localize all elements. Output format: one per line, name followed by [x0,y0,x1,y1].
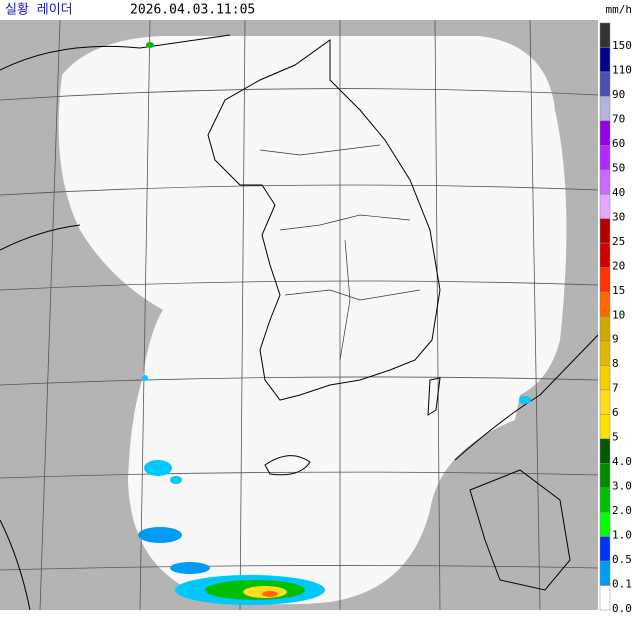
legend-swatch [599,169,611,195]
title: 실황 레이더 [5,3,73,18]
legend-label: 2.0 [612,504,632,517]
legend-label: 5 [612,431,619,444]
rain-area [170,562,210,574]
legend-label: 9 [612,333,619,346]
rain-echoes [138,42,531,605]
legend-swatch [599,487,611,513]
radar-coverage [58,36,567,605]
legend-label: 10 [612,308,625,321]
legend-swatch [599,71,611,97]
legend-swatch [599,316,611,342]
legend-label: 4.0 [612,455,632,468]
legend-label: 7 [612,382,619,395]
legend-label: 20 [612,259,625,272]
legend-swatch [599,47,611,73]
rain-area [144,460,172,476]
legend-swatch [599,463,611,488]
province-borders [259,144,421,361]
legend-label: 0.0 [612,602,632,615]
legend-swatch [599,145,611,171]
rain-area [142,375,148,381]
map [0,19,599,611]
legend-swatch [599,365,611,391]
legend-swatch [599,560,611,586]
legend-label: 0.1 [612,577,632,590]
legend-swatch [599,340,611,366]
legend-label: 3.0 [612,479,632,492]
legend: 150 110 90 70 60 50 40 30 25 20 15 10 9 8 7 6 5 4.0 3.0 2.0… [599,22,632,615]
legend-label: 25 [612,235,625,248]
legend-swatch [599,389,611,415]
legend-swatch [599,511,611,537]
legend-swatch [599,291,611,317]
legend-label: 6 [612,406,619,419]
legend-label: 15 [612,284,625,297]
legend-label: 30 [612,210,625,223]
coastline [0,34,599,611]
grid [0,19,599,611]
legend-swatch [599,193,611,219]
legend-label: 8 [612,357,619,370]
rain-area [519,396,531,404]
rain-area [146,42,154,48]
legend-swatch [599,120,611,146]
rain-area [262,591,278,597]
legend-swatch [599,242,611,268]
rain-area [138,527,182,543]
rain-area [170,476,182,484]
legend-swatch [599,22,611,48]
legend-label: 110 [612,64,632,77]
legend-label: 90 [612,88,625,101]
legend-swatch [599,414,611,440]
legend-label: 1.0 [612,528,632,541]
timestamp: 2026.04.03.11:05 [130,3,255,18]
legend-label: 50 [612,162,625,175]
legend-label: 70 [612,113,625,126]
unit: mm/h [606,3,633,16]
legend-swatch [599,438,611,464]
legend-swatch [599,218,611,244]
legend-swatch [599,585,611,611]
legend-label: 0.5 [612,553,632,566]
legend-label: 150 [612,39,632,52]
legend-swatch [599,96,611,122]
legend-label: 60 [612,137,625,150]
legend-label: 40 [612,186,625,199]
legend-swatch [599,536,611,562]
legend-swatch [599,267,611,293]
